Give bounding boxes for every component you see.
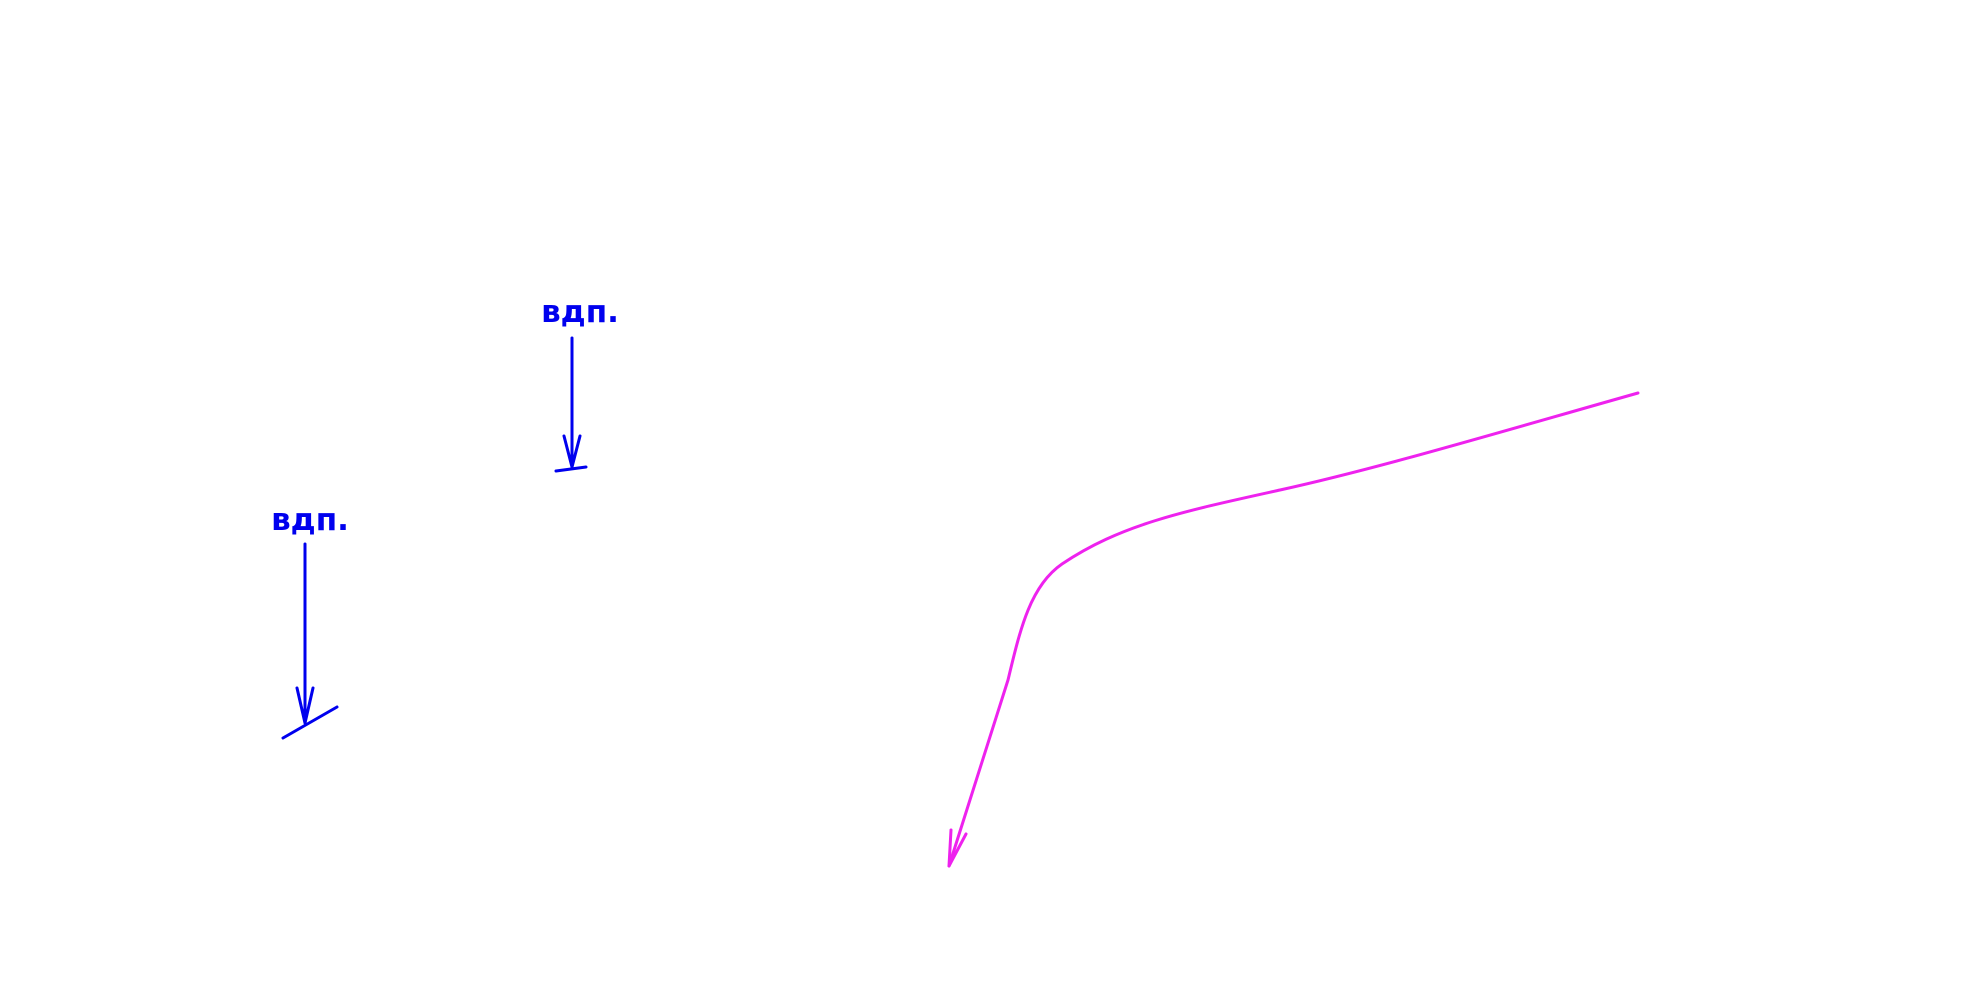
marker-upper-label: вдп. xyxy=(541,294,619,330)
arrow-down-icon xyxy=(554,336,588,473)
curved-arrow-icon xyxy=(947,391,1640,868)
marker-upper: вдп. xyxy=(541,294,619,473)
marker-lower: вдп. xyxy=(271,502,349,740)
arrow-down-icon xyxy=(281,542,339,740)
marker-lower-label: вдп. xyxy=(271,502,349,538)
